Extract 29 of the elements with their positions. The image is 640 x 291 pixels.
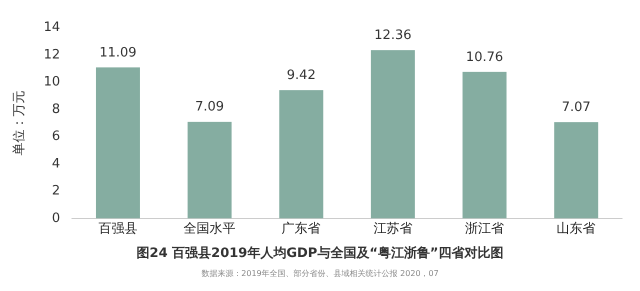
bar — [462, 72, 507, 218]
data-label: 11.09 — [99, 45, 137, 60]
text: 图24 百强县2019年人均GDP与全国及“粤江浙鲁”四省对比图 — [136, 245, 504, 262]
bar — [554, 122, 598, 218]
bar — [96, 67, 140, 218]
x-tick-label: 浙江省 — [465, 222, 504, 237]
x-tick-label: 山东省 — [556, 222, 596, 237]
y-tick-label: 14 — [44, 20, 60, 36]
bar — [188, 122, 232, 218]
bar — [370, 50, 415, 218]
y-tick-label: 0 — [52, 210, 60, 226]
y-tick-label: 8 — [52, 102, 60, 117]
y-tick-label: 4 — [52, 156, 60, 172]
data-label: 10.76 — [466, 50, 504, 65]
x-tick-label: 百强县 — [98, 222, 138, 237]
y-tick-label: 10 — [44, 74, 60, 90]
y-tick-label: 12 — [44, 47, 60, 62]
data-label: 7.07 — [562, 100, 591, 116]
source-note: 数据来源：2019年全国、部分省份、县域相关统计公报 2020，07 — [200, 268, 440, 279]
data-label: 7.09 — [195, 100, 224, 115]
bar — [279, 90, 324, 218]
x-tick-label: 广东省 — [282, 222, 321, 237]
data-label: 9.42 — [286, 68, 316, 84]
x-tick-label: 全国水平 — [184, 222, 236, 237]
x-tick-label: 江苏省 — [373, 222, 412, 237]
y-tick-label: 2 — [52, 184, 60, 199]
data-label: 12.36 — [374, 28, 412, 43]
y-tick-label: 6 — [52, 129, 60, 144]
y-axis-title: 单位：万元 — [12, 90, 28, 156]
